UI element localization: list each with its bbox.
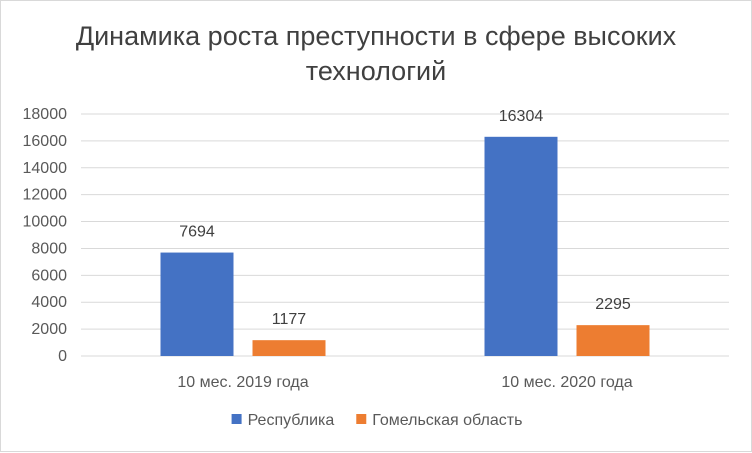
- y-tick-label: 12000: [23, 187, 68, 204]
- y-tick-label: 4000: [31, 294, 67, 311]
- y-tick-label: 0: [58, 348, 67, 365]
- x-category-label: 10 мес. 2020 года: [501, 374, 632, 391]
- y-tick-label: 16000: [23, 133, 68, 150]
- y-tick-label: 18000: [23, 106, 68, 123]
- data-label: 1177: [272, 311, 307, 328]
- y-tick-label: 6000: [31, 267, 67, 284]
- bar: [160, 252, 234, 356]
- legend-label: Республика: [248, 412, 335, 429]
- legend-swatch: [231, 414, 242, 424]
- legend-swatch: [356, 414, 367, 424]
- bar: [252, 340, 326, 356]
- bar: [576, 325, 650, 356]
- bar: [484, 136, 558, 356]
- data-label: 16304: [499, 108, 544, 125]
- data-label: 7694: [179, 224, 215, 241]
- chart-title: Динамика роста преступности в сфере высо…: [75, 21, 677, 86]
- y-tick-label: 14000: [23, 160, 68, 177]
- y-tick-label: 2000: [31, 321, 67, 338]
- y-tick-label: 8000: [31, 240, 67, 257]
- legend-label: Гомельская область: [372, 412, 522, 429]
- x-category-label: 10 мес. 2019 года: [177, 374, 308, 391]
- y-tick-label: 10000: [23, 214, 68, 231]
- data-label: 2295: [595, 296, 631, 313]
